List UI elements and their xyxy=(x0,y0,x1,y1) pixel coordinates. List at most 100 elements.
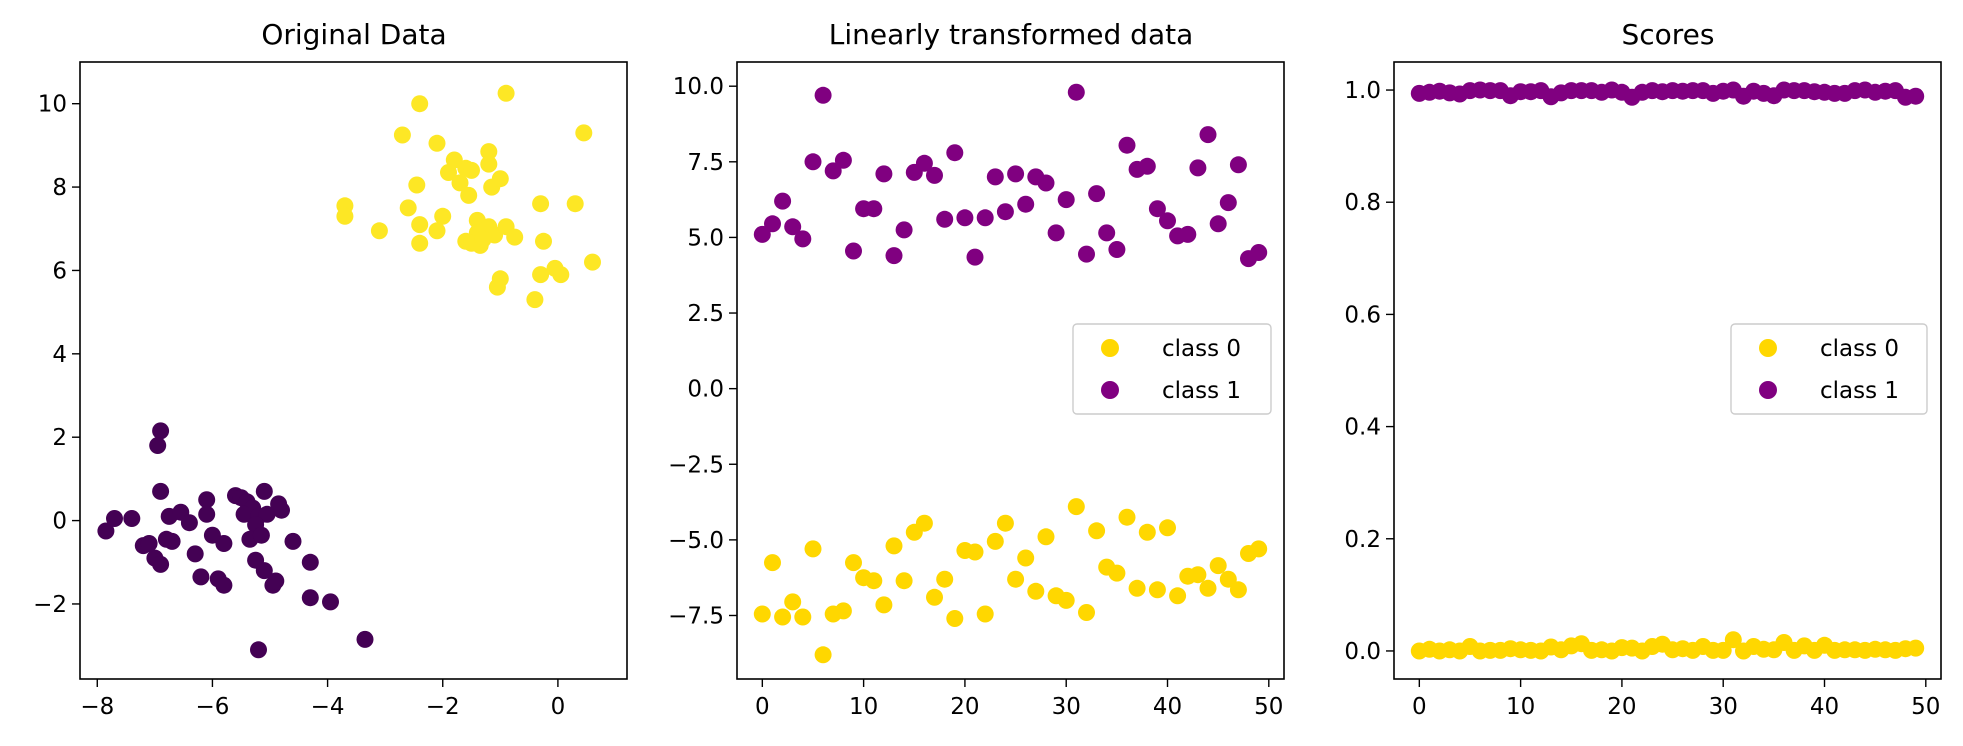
scatter-point xyxy=(1007,165,1025,183)
y-tick-label: 0.4 xyxy=(1344,415,1381,441)
scatter-point xyxy=(336,207,354,225)
scatter-point xyxy=(408,176,426,194)
scatter-point xyxy=(753,225,771,243)
scatter-point xyxy=(480,155,498,173)
scatter-point xyxy=(794,230,812,248)
scatter-point xyxy=(198,491,216,509)
scatter-point xyxy=(814,86,832,104)
x-tick-label: 40 xyxy=(1810,694,1839,720)
scatter-point xyxy=(986,168,1004,186)
scatter-point xyxy=(235,505,253,523)
scatter-point xyxy=(1017,195,1035,213)
scatter-point xyxy=(865,200,883,218)
scatter-point xyxy=(1088,185,1106,203)
chart-title: Original Data xyxy=(261,18,446,51)
scatter-point xyxy=(753,605,771,623)
scatter-point xyxy=(956,209,974,227)
y-tick-label: 10 xyxy=(38,92,67,118)
scatter-point xyxy=(1138,523,1156,541)
y-tick-label: 0 xyxy=(52,509,67,535)
y-tick-label: 2.5 xyxy=(687,301,724,327)
x-tick-label: 0 xyxy=(1412,694,1427,720)
y-tick-label: 0.0 xyxy=(1344,639,1381,665)
scatter-point xyxy=(936,570,954,588)
x-tick-label: 20 xyxy=(1607,694,1636,720)
scatter-point xyxy=(566,195,584,213)
scatter-point xyxy=(986,532,1004,550)
legend-box xyxy=(1072,323,1272,415)
scatter-point xyxy=(535,232,552,250)
scatter-point xyxy=(532,195,550,213)
scatter-point xyxy=(428,134,446,152)
scatter-point xyxy=(1148,200,1166,218)
scatter-point xyxy=(411,234,429,252)
scatter-point xyxy=(774,608,792,626)
scatter-point xyxy=(180,514,198,532)
scatter-point xyxy=(1108,241,1126,258)
scatter-point xyxy=(140,535,158,552)
scatter-point xyxy=(1714,641,1732,659)
x-tick-label: −6 xyxy=(195,694,229,720)
scatter-point xyxy=(152,482,170,500)
scatter-point xyxy=(506,228,524,246)
scatter-point xyxy=(804,153,822,171)
legend: class 0 class 1 xyxy=(1730,323,1928,415)
x-tick-label: 40 xyxy=(1153,694,1182,720)
scatter-point xyxy=(1078,604,1095,621)
scatter-point xyxy=(215,535,233,552)
scatter-point xyxy=(149,437,167,454)
scatter-point xyxy=(322,593,339,611)
scatter-point xyxy=(1250,540,1268,558)
scatter-point xyxy=(895,221,913,239)
scatter-point xyxy=(1159,519,1176,537)
scatter-point xyxy=(106,510,123,527)
scatter-point xyxy=(996,203,1014,221)
y-tick-label: 0.2 xyxy=(1344,527,1381,553)
x-tick-label: 50 xyxy=(1911,694,1940,720)
scatter-point xyxy=(1907,639,1925,657)
scatter-point xyxy=(1027,582,1045,600)
legend-box xyxy=(1730,323,1928,415)
scatter-point xyxy=(198,505,216,523)
y-tick-label: 0.8 xyxy=(1344,190,1381,216)
y-tick-label: 4 xyxy=(52,342,67,368)
legend-label: class 0 xyxy=(1162,336,1241,362)
scatter-point xyxy=(1219,570,1237,588)
scatter-point xyxy=(865,572,883,590)
scatter-point xyxy=(946,144,964,162)
scatter-point xyxy=(895,572,913,590)
scatter-point xyxy=(784,218,802,236)
x-tick-label: 50 xyxy=(1254,694,1283,720)
x-tick-label: −8 xyxy=(80,694,114,720)
scatter-point xyxy=(885,247,903,265)
scatter-point xyxy=(1229,581,1247,599)
scatter-point xyxy=(480,143,498,161)
x-tick-label: 10 xyxy=(1506,694,1535,720)
axes-frame xyxy=(1393,61,1942,680)
panel-scores: Scores 0 10 20 30 40 50 0.0 0.2 0.4 0.6 0.8 1.0 clas… xyxy=(1344,18,1942,720)
scatter-point xyxy=(875,165,893,183)
panel-linearly-transformed: Linearly transformed data 0 10 20 30 40 50 −7.… xyxy=(668,18,1285,720)
scatter-point xyxy=(258,505,276,523)
scatter-point xyxy=(996,514,1014,532)
scatter-point xyxy=(764,554,781,572)
scatter-point xyxy=(1138,157,1156,175)
scatter-point xyxy=(411,216,429,234)
scatter-point xyxy=(885,537,903,555)
scatter-point xyxy=(936,210,954,228)
scatter-point xyxy=(451,174,469,192)
scatter-point xyxy=(474,230,492,248)
x-tick-label: −4 xyxy=(311,694,345,720)
scatter-point xyxy=(1118,136,1136,154)
y-tick-label: −2.5 xyxy=(668,452,724,478)
x-tick-label: −2 xyxy=(426,694,460,720)
x-tick-label: 20 xyxy=(950,694,979,720)
scatter-point xyxy=(428,222,446,240)
scatter-point xyxy=(1724,631,1742,649)
y-tick-label: −2 xyxy=(33,592,67,618)
scatter-point xyxy=(552,266,570,284)
scatter-point xyxy=(1148,581,1166,599)
scatter-point xyxy=(393,126,411,144)
scatter-point xyxy=(267,572,285,590)
scatter-point xyxy=(186,545,204,563)
